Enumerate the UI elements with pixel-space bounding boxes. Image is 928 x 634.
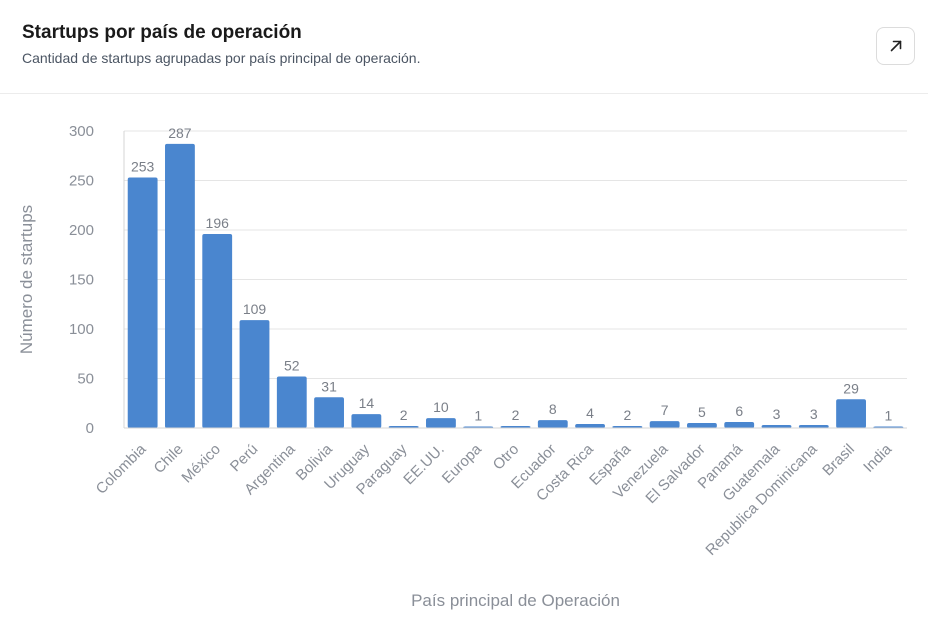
bar-argentina (276, 376, 307, 428)
card-header: Startups por país de operación Cantidad … (0, 0, 928, 94)
data-label: 29 (843, 380, 859, 396)
bar-ee-uu- (426, 418, 456, 428)
data-label: 3 (773, 406, 781, 422)
data-label: 2 (512, 407, 520, 423)
x-tick-label: México (178, 441, 224, 487)
bar-costa-rica (575, 424, 605, 428)
arrow-up-right-icon (890, 40, 901, 52)
bar-bolivia (314, 397, 344, 428)
data-label: 14 (359, 395, 375, 411)
bar-uruguay (351, 414, 382, 428)
y-axis-title: Número de startups (17, 205, 36, 354)
x-tick-label: Brasil (819, 441, 858, 480)
bar-m-xico (202, 233, 233, 428)
data-label: 1 (474, 408, 482, 424)
data-label: 7 (661, 402, 669, 418)
y-tick-label: 50 (77, 371, 94, 388)
bar-republica-dominicana (798, 425, 829, 428)
x-tick-label: Colombia (93, 440, 150, 497)
chart-subtitle: Cantidad de startups agrupadas por país … (22, 50, 421, 66)
bar-ecuador (537, 420, 568, 428)
data-label: 2 (623, 407, 631, 423)
y-tick-label: 200 (69, 222, 94, 239)
data-label: 52 (284, 358, 300, 374)
data-label: 3 (810, 406, 818, 422)
data-label: 287 (168, 125, 192, 141)
bar-per- (239, 320, 270, 428)
y-tick-label: 250 (69, 173, 94, 190)
bar-brasil (836, 399, 866, 428)
y-tick-label: 150 (69, 272, 94, 289)
data-label: 109 (243, 301, 267, 317)
bar-colombia (127, 177, 158, 428)
chart-title: Startups por país de operación (22, 22, 302, 43)
data-label: 6 (735, 403, 743, 419)
x-axis-title: País principal de Operación (411, 591, 620, 610)
y-tick-label: 100 (69, 321, 94, 338)
data-label: 4 (586, 405, 594, 421)
y-tick-label: 0 (86, 420, 94, 437)
bar-panam- (724, 422, 755, 428)
x-tick-label: EE.UU. (400, 441, 447, 488)
bar-chart: 050100150200250300253Colombia287Chile196… (17, 123, 907, 610)
bar-venezuela (649, 421, 680, 428)
data-label: 196 (206, 215, 230, 231)
expand-button[interactable] (876, 27, 915, 65)
data-label: 5 (698, 404, 706, 420)
data-label: 253 (131, 159, 155, 175)
data-label: 2 (400, 407, 408, 423)
data-label: 31 (321, 378, 337, 394)
bar-el-salvador (687, 423, 717, 428)
bar-chile (165, 143, 195, 428)
data-label: 10 (433, 399, 449, 415)
x-tick-label: India (860, 440, 895, 475)
data-label: 8 (549, 401, 557, 417)
bar-guatemala (761, 425, 792, 428)
data-label: 1 (884, 408, 892, 424)
y-tick-label: 300 (69, 123, 94, 140)
x-tick-label: Otro (490, 441, 523, 474)
x-tick-label: Europa (439, 440, 486, 487)
